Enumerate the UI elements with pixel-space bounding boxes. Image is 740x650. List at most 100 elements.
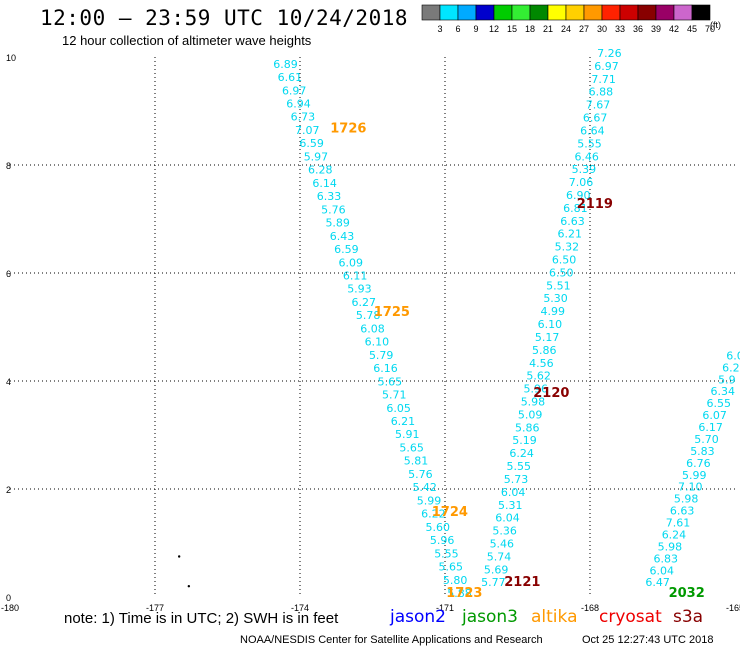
wave-height-value: 4.99 [540,305,565,318]
wave-height-value: 6.67 [583,112,608,125]
legend-label-27: 27 [579,24,589,34]
wave-height-value: 5.32 [555,241,580,254]
wave-height-value: 6.46 [574,150,599,163]
wave-height-value: 5.96 [430,534,455,547]
legend-label-6: 6 [455,24,460,34]
wave-height-value: 7.71 [591,73,616,86]
color-legend: 3 6 9 12 15 18 21 24 27 30 33 36 39 42 45 70 [421,4,715,34]
wave-height-value: 5.74 [487,550,512,563]
wave-height-value: 5.65 [439,561,464,574]
wave-height-value: 6.17 [698,421,723,434]
legend-label-30: 30 [597,24,607,34]
wave-height-value: 5.76 [321,203,346,216]
wave-height-value: 6.09 [339,256,364,269]
legend-cryosat: cryosat [599,607,662,627]
wave-height-value: 6.10 [538,318,563,331]
wave-height-value: 5.83 [690,445,715,458]
legend-swatch-45 [673,4,693,21]
wave-height-value: 5.17 [535,331,560,344]
wave-height-value: 6.59 [299,137,324,150]
wave-height-value: 5.39 [572,163,597,176]
y-tick-label: 10 [6,53,16,63]
wave-height-value: 7.61 [666,517,691,530]
x-tick-label: -168 [581,603,599,613]
wave-height-value: 6.04 [501,486,526,499]
wave-height-value: 5.42 [412,481,437,494]
legend-swatch-6 [439,4,459,21]
legend-swatch-36 [619,4,639,21]
wave-height-value: 5.70 [694,433,719,446]
wave-height-value: 6.08 [360,322,385,335]
legend-swatch-70 [691,4,711,21]
wave-height-value: 6.50 [552,254,577,267]
wave-height-value: 7.06 [569,176,594,189]
legend-label-39: 39 [651,24,661,34]
wave-height-value: 6.43 [330,230,355,243]
x-tick-label: -177 [146,603,164,613]
wave-height-value: 6.97 [282,84,307,97]
wave-height-value: 5.91 [395,428,420,441]
wave-height-value: 6.11 [343,269,368,282]
wave-height-value: 5.79 [369,349,394,362]
chart-grid [10,57,735,597]
wave-height-value: 6.63 [670,505,695,518]
legend-swatch-42 [655,4,675,21]
footer-credit: NOAA/NESDIS Center for Satellite Applica… [240,634,543,646]
wave-height-value: 5.86 [532,344,557,357]
x-tick-label: -174 [291,603,309,613]
wave-height-value: 5.65 [378,375,403,388]
wave-height-value: 6.0 [726,349,740,362]
wave-height-value: 5.76 [408,468,433,481]
wave-height-value: 6.88 [589,86,614,99]
wave-height-value: 7.10 [678,481,703,494]
wave-height-value: 5.99 [682,469,707,482]
legend-swatch-27 [565,4,585,21]
legend-label-15: 15 [507,24,517,34]
wave-height-value: 6.34 [711,385,736,398]
footer-timestamp: Oct 25 12:27:43 UTC 2018 [582,634,714,646]
wave-height-value: 5.19 [512,434,537,447]
wave-height-value: 6.89 [273,58,298,71]
legend-label-42: 42 [669,24,679,34]
wave-height-value: 6.16 [373,362,398,375]
time-label: 2121 [504,575,540,590]
wave-height-value: 6.22 [421,508,446,521]
wave-height-value: 5.09 [518,408,543,421]
y-tick-label: 0 [6,593,11,603]
wave-height-value: 5.89 [325,217,350,230]
wave-height-value: 5.69 [484,563,509,576]
x-tick-label: -165 [726,603,740,613]
wave-height-value: 6.33 [317,190,342,203]
y-tick-label: 4 [6,377,11,387]
wave-height-value: 6.55 [706,397,731,410]
legend-label-70: 70 [705,24,715,34]
x-tick-label: -180 [1,603,19,613]
wave-height-value: 6.81 [563,202,588,215]
wave-height-value: 6.28 [308,164,333,177]
footer-note: note: 1) Time is in UTC; 2) SWH is in fe… [64,610,339,627]
wave-height-value: 6.07 [702,409,727,422]
wave-height-value: 5.36 [492,525,517,538]
legend-swatch-3 [421,4,441,21]
y-tick-label: 6 [6,269,11,279]
legend-swatch-9 [457,4,477,21]
wave-height-value: 5.55 [577,137,602,150]
wave-height-value: 6.27 [352,296,377,309]
legend-label-18: 18 [525,24,535,34]
wave-height-value: 5.55 [507,460,532,473]
wave-height-value: 5.51 [546,279,571,292]
wave-height-value: 5.93 [347,283,372,296]
legend-swatch-21 [529,4,549,21]
wave-height-value: 6.04 [495,512,520,525]
wave-height-value: 7.67 [586,99,611,112]
time-label: 2032 [669,586,705,601]
legend-label-24: 24 [561,24,571,34]
wave-height-value: 5.96 [524,383,549,396]
wave-height-value: 5.98 [521,395,546,408]
legend-unit: (ft) [710,20,721,30]
data-marks: 6.896.616.976.946.737.076.595.976.286.14… [177,47,740,601]
legend-label-9: 9 [473,24,478,34]
page-title: 12:00 – 23:59 UTC 10/24/2018 [40,6,409,30]
wave-height-value: 5.31 [498,499,523,512]
